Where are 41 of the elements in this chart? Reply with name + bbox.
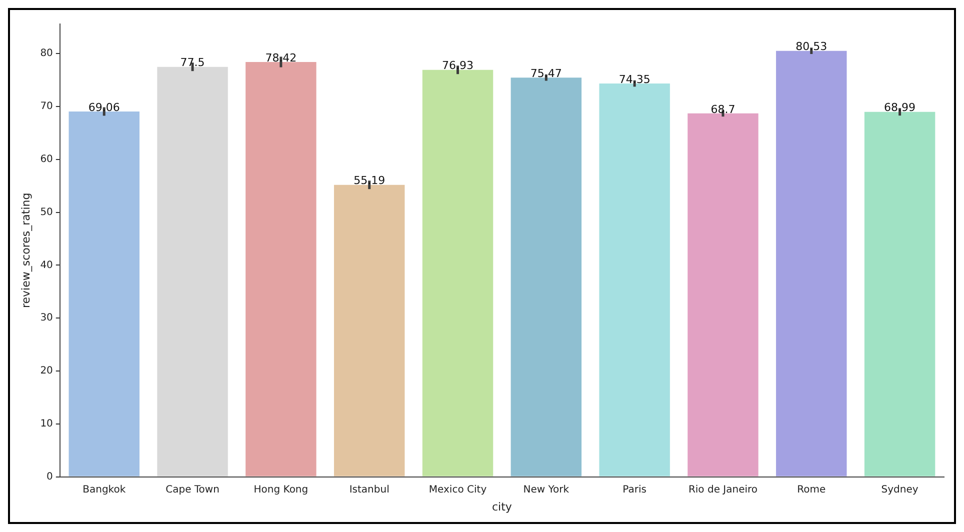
y-tick-label: 20 [40, 366, 53, 377]
x-tick-label: Istanbul [349, 484, 390, 496]
data-label: 78.42 [265, 51, 297, 64]
y-tick-label: 60 [40, 154, 53, 166]
data-label: 69.06 [88, 100, 120, 114]
x-tick-label: Cape Town [166, 484, 220, 496]
bar [246, 62, 316, 476]
data-label: 68.7 [710, 102, 736, 116]
bar [334, 184, 405, 476]
bar [776, 50, 847, 476]
bar [68, 111, 140, 476]
bar [599, 84, 670, 476]
y-tick-label: 50 [40, 206, 53, 218]
x-tick-label: Hong Kong [254, 484, 308, 496]
y-tick-label: 0 [46, 471, 53, 482]
data-label: 68.99 [884, 101, 916, 114]
x-tick-label: Rome [797, 484, 826, 496]
data-label: 76.93 [442, 59, 474, 72]
bar [157, 66, 228, 476]
data-label: 55.19 [354, 174, 386, 188]
y-tick-label: 30 [40, 312, 53, 324]
bar [864, 112, 936, 476]
x-axis-title: city [492, 500, 512, 514]
x-tick-label: Rio de Janeiro [688, 484, 758, 496]
y-axis-title: review_scores_rating [19, 192, 32, 308]
bar [422, 70, 494, 476]
y-tick-label: 80 [40, 48, 53, 60]
data-label: 74.35 [618, 72, 650, 86]
x-tick-label: New York [523, 484, 570, 496]
x-tick-label: Paris [622, 484, 646, 496]
bar [688, 113, 758, 476]
x-tick-label: Sydney [881, 484, 918, 496]
x-tick-label: Bangkok [82, 484, 126, 496]
data-label: 75.47 [530, 66, 562, 80]
data-label: 80.53 [796, 40, 828, 54]
y-tick-label: 40 [40, 260, 53, 271]
y-tick-label: 10 [40, 418, 53, 430]
bar [510, 78, 582, 476]
y-tick-label: 70 [40, 101, 53, 112]
x-tick-label: Mexico City [428, 484, 487, 496]
data-label: 77.5 [180, 56, 205, 70]
